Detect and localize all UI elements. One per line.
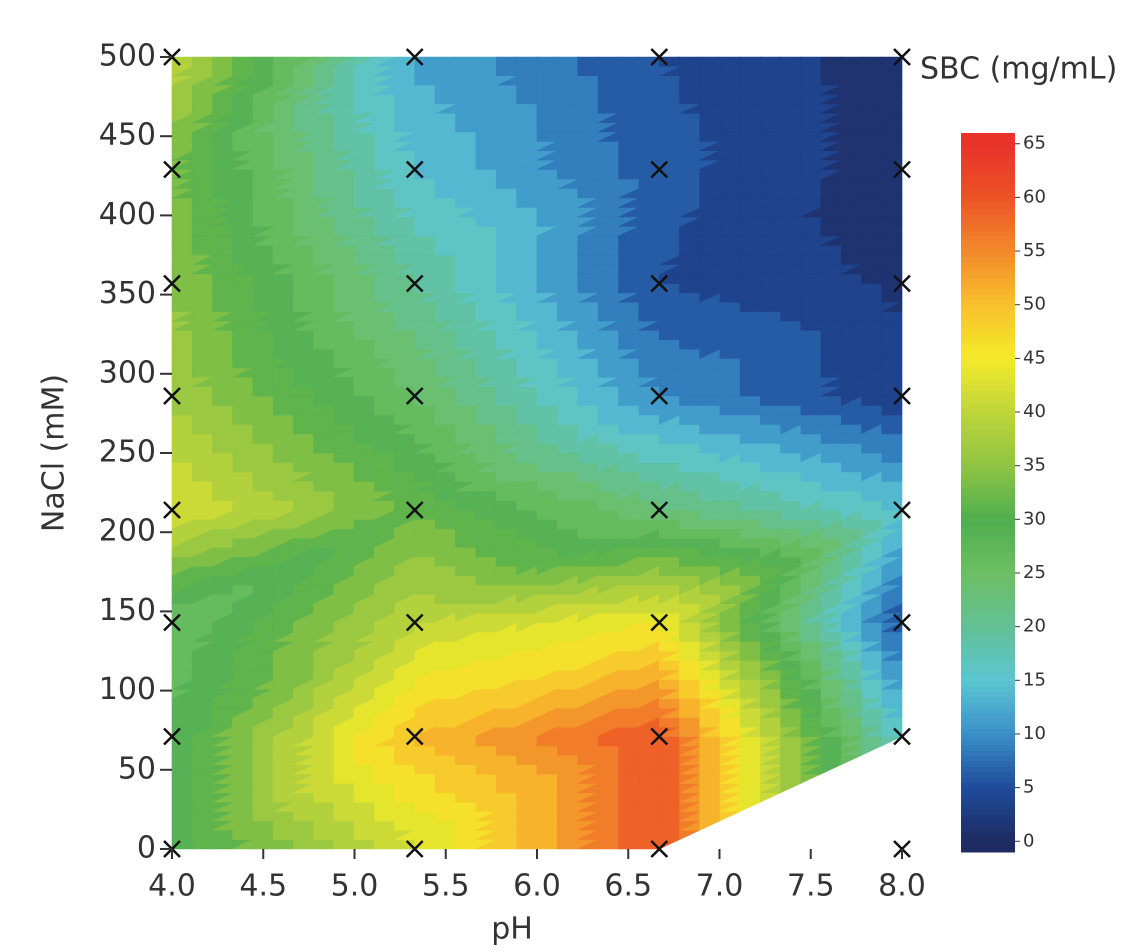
y-axis-label: NaCl (mM) bbox=[37, 374, 72, 532]
colorbar-title: SBC (mg/mL) bbox=[920, 52, 1117, 87]
contour-patch bbox=[171, 622, 416, 738]
contour-fill bbox=[760, 792, 781, 803]
contour-patch bbox=[658, 736, 903, 850]
contour-fill bbox=[780, 783, 801, 794]
x-axis-label: pH bbox=[491, 912, 533, 947]
contour-fill bbox=[820, 764, 842, 775]
contour-patch bbox=[414, 736, 660, 850]
contour-fill bbox=[861, 745, 882, 756]
contour-patch bbox=[171, 736, 416, 850]
contour-fill bbox=[841, 754, 862, 766]
contour-fill bbox=[719, 811, 741, 822]
contour-fill bbox=[679, 829, 700, 841]
contour-fill bbox=[800, 773, 822, 784]
contour-fill bbox=[739, 801, 761, 812]
contour-fill bbox=[699, 820, 721, 831]
contour-patch bbox=[414, 622, 660, 738]
contour-patch bbox=[414, 736, 660, 850]
